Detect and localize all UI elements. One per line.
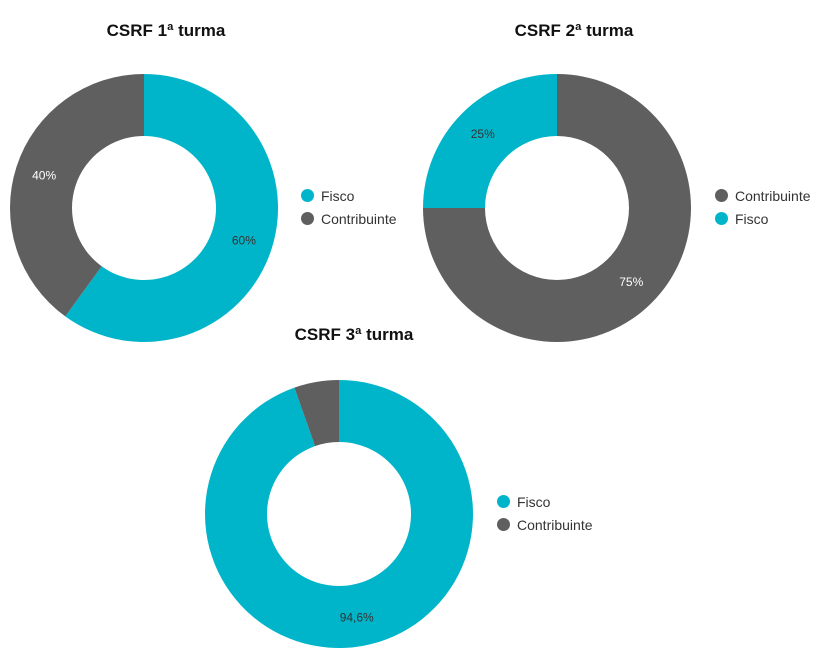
chart-1-title: CSRF 1ª turma xyxy=(106,21,226,40)
slice-label-fisco: 94,6% xyxy=(340,610,374,624)
legend-label: Fisco xyxy=(735,210,769,227)
legend-label: Fisco xyxy=(517,493,551,510)
slice-label-contribuinte: 75% xyxy=(619,275,643,289)
slice-contribuinte xyxy=(423,74,691,342)
slice-fisco xyxy=(423,74,557,208)
legend-swatch-icon xyxy=(301,212,314,225)
slice-label-fisco: 60% xyxy=(232,233,256,247)
legend-item-fisco: Fisco xyxy=(715,207,811,230)
legend-item-fisco: Fisco xyxy=(301,184,397,207)
chart-2-legend: Contribuinte Fisco xyxy=(715,184,811,230)
legend-swatch-icon xyxy=(715,189,728,202)
donut-chart-2: 75% 25% xyxy=(423,74,691,342)
chart-3-legend: Fisco Contribuinte xyxy=(497,490,593,536)
slice-contribuinte xyxy=(294,380,339,447)
legend-swatch-icon xyxy=(715,212,728,225)
chart-2-title: CSRF 2ª turma xyxy=(514,21,634,40)
legend-label: Contribuinte xyxy=(735,187,811,204)
legend-item-contribuinte: Contribuinte xyxy=(301,207,397,230)
donut-chart-1: 60% 40% xyxy=(9,73,278,342)
legend-label: Fisco xyxy=(321,187,355,204)
legend-label: Contribuinte xyxy=(517,516,593,533)
legend-item-fisco: Fisco xyxy=(497,490,593,513)
legend-swatch-icon xyxy=(301,189,314,202)
chart-1-legend: Fisco Contribuinte xyxy=(301,184,397,230)
slice-label-fisco: 25% xyxy=(471,127,495,141)
legend-item-contribuinte: Contribuinte xyxy=(715,184,811,207)
slice-fisco xyxy=(205,380,473,648)
slice-fisco xyxy=(65,74,278,342)
legend-swatch-icon xyxy=(497,518,510,531)
legend-swatch-icon xyxy=(497,495,510,508)
slice-label-contribuinte: 40% xyxy=(32,169,56,183)
legend-item-contribuinte: Contribuinte xyxy=(497,513,593,536)
chart-3-title: CSRF 3ª turma xyxy=(294,325,414,344)
slice-contribuinte xyxy=(9,73,145,317)
legend-label: Contribuinte xyxy=(321,210,397,227)
donut-chart-3: 94,6% xyxy=(205,380,473,648)
